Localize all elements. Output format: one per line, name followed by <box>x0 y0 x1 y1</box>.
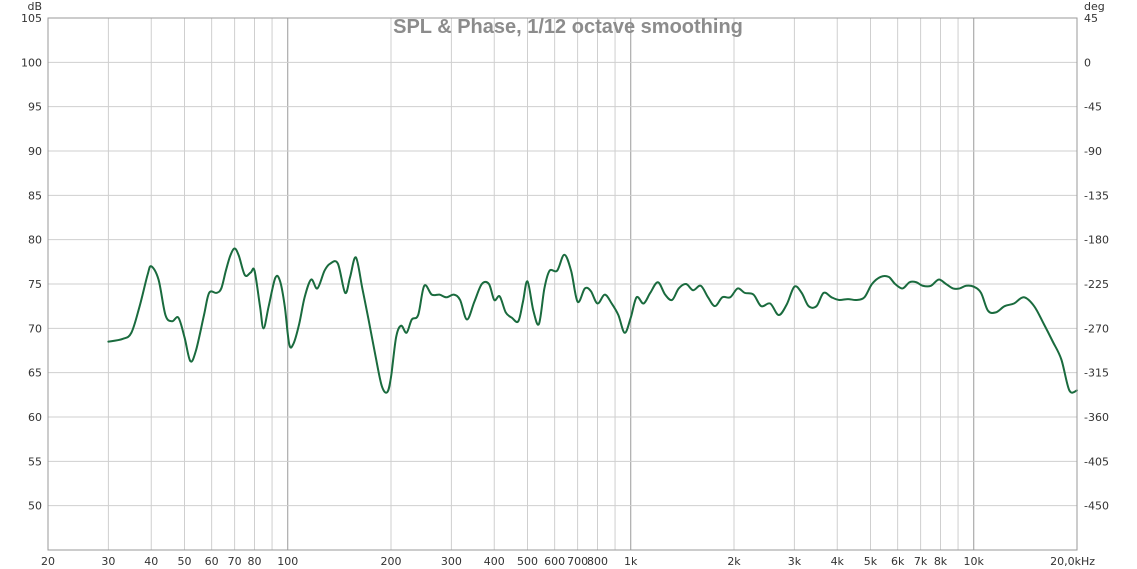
y2-tick-label: -360 <box>1084 411 1109 424</box>
x-tick-label: 2k <box>727 555 741 568</box>
spl-series-line <box>107 247 1078 394</box>
x-tick-label: 40 <box>144 555 158 568</box>
x-tick-label: 8k <box>934 555 948 568</box>
y2-tick-label: 45 <box>1084 12 1098 25</box>
y2-tick-label: -315 <box>1084 367 1109 380</box>
y2-tick-label: -450 <box>1084 500 1109 513</box>
y-tick-label: 65 <box>28 367 42 380</box>
x-tick-label: 200 <box>381 555 402 568</box>
y-tick-label: 60 <box>28 411 42 424</box>
y2-tick-label: -405 <box>1084 455 1109 468</box>
x-tick-label: 70 <box>228 555 242 568</box>
y-tick-label: 90 <box>28 145 42 158</box>
x-tick-label: 300 <box>441 555 462 568</box>
x-tick-label: 3k <box>788 555 802 568</box>
x-tick-label: 80 <box>248 555 262 568</box>
y2-tick-label: -270 <box>1084 322 1109 335</box>
x-tick-label: 4k <box>831 555 845 568</box>
x-tick-label: 800 <box>587 555 608 568</box>
y-tick-label: 105 <box>21 12 42 25</box>
series-group <box>107 247 1078 394</box>
y2-tick-label: -90 <box>1084 145 1102 158</box>
y-tick-label: 85 <box>28 189 42 202</box>
chart-title: SPL & Phase, 1/12 octave smoothing <box>393 16 743 38</box>
x-tick-label: 600 <box>544 555 565 568</box>
y-tick-label: 70 <box>28 322 42 335</box>
x-tick-label: 20 <box>41 555 55 568</box>
y2-tick-label: -225 <box>1084 278 1109 291</box>
y2-tick-label: -180 <box>1084 234 1109 247</box>
y-tick-label: 55 <box>28 455 42 468</box>
x-tick-label: 60 <box>205 555 219 568</box>
y2-tick-label: -135 <box>1084 189 1109 202</box>
y-tick-label: 80 <box>28 234 42 247</box>
y2-tick-label: -45 <box>1084 101 1102 114</box>
x-tick-label: 20,0kHz <box>1050 555 1095 568</box>
x-tick-label: 50 <box>177 555 191 568</box>
grid <box>47 17 1078 550</box>
x-tick-label: 30 <box>101 555 115 568</box>
y2-tick-label: 0 <box>1084 56 1091 69</box>
x-tick-label: 5k <box>864 555 878 568</box>
x-tick-label: 100 <box>277 555 298 568</box>
y-tick-label: 100 <box>21 56 42 69</box>
y-axis-unit: dB <box>27 0 42 13</box>
x-tick-label: 500 <box>517 555 538 568</box>
x-tick-label: 7k <box>914 555 928 568</box>
x-tick-label: 1k <box>624 555 638 568</box>
x-tick-label: 700 <box>567 555 588 568</box>
x-tick-label: 400 <box>484 555 505 568</box>
y-tick-label: 50 <box>28 500 42 513</box>
y-tick-label: 75 <box>28 278 42 291</box>
plot-frame <box>47 17 1078 551</box>
x-tick-label: 10k <box>964 555 985 568</box>
y2-axis-unit: deg <box>1084 0 1105 13</box>
y-tick-label: 95 <box>28 101 42 114</box>
x-tick-label: 6k <box>891 555 905 568</box>
